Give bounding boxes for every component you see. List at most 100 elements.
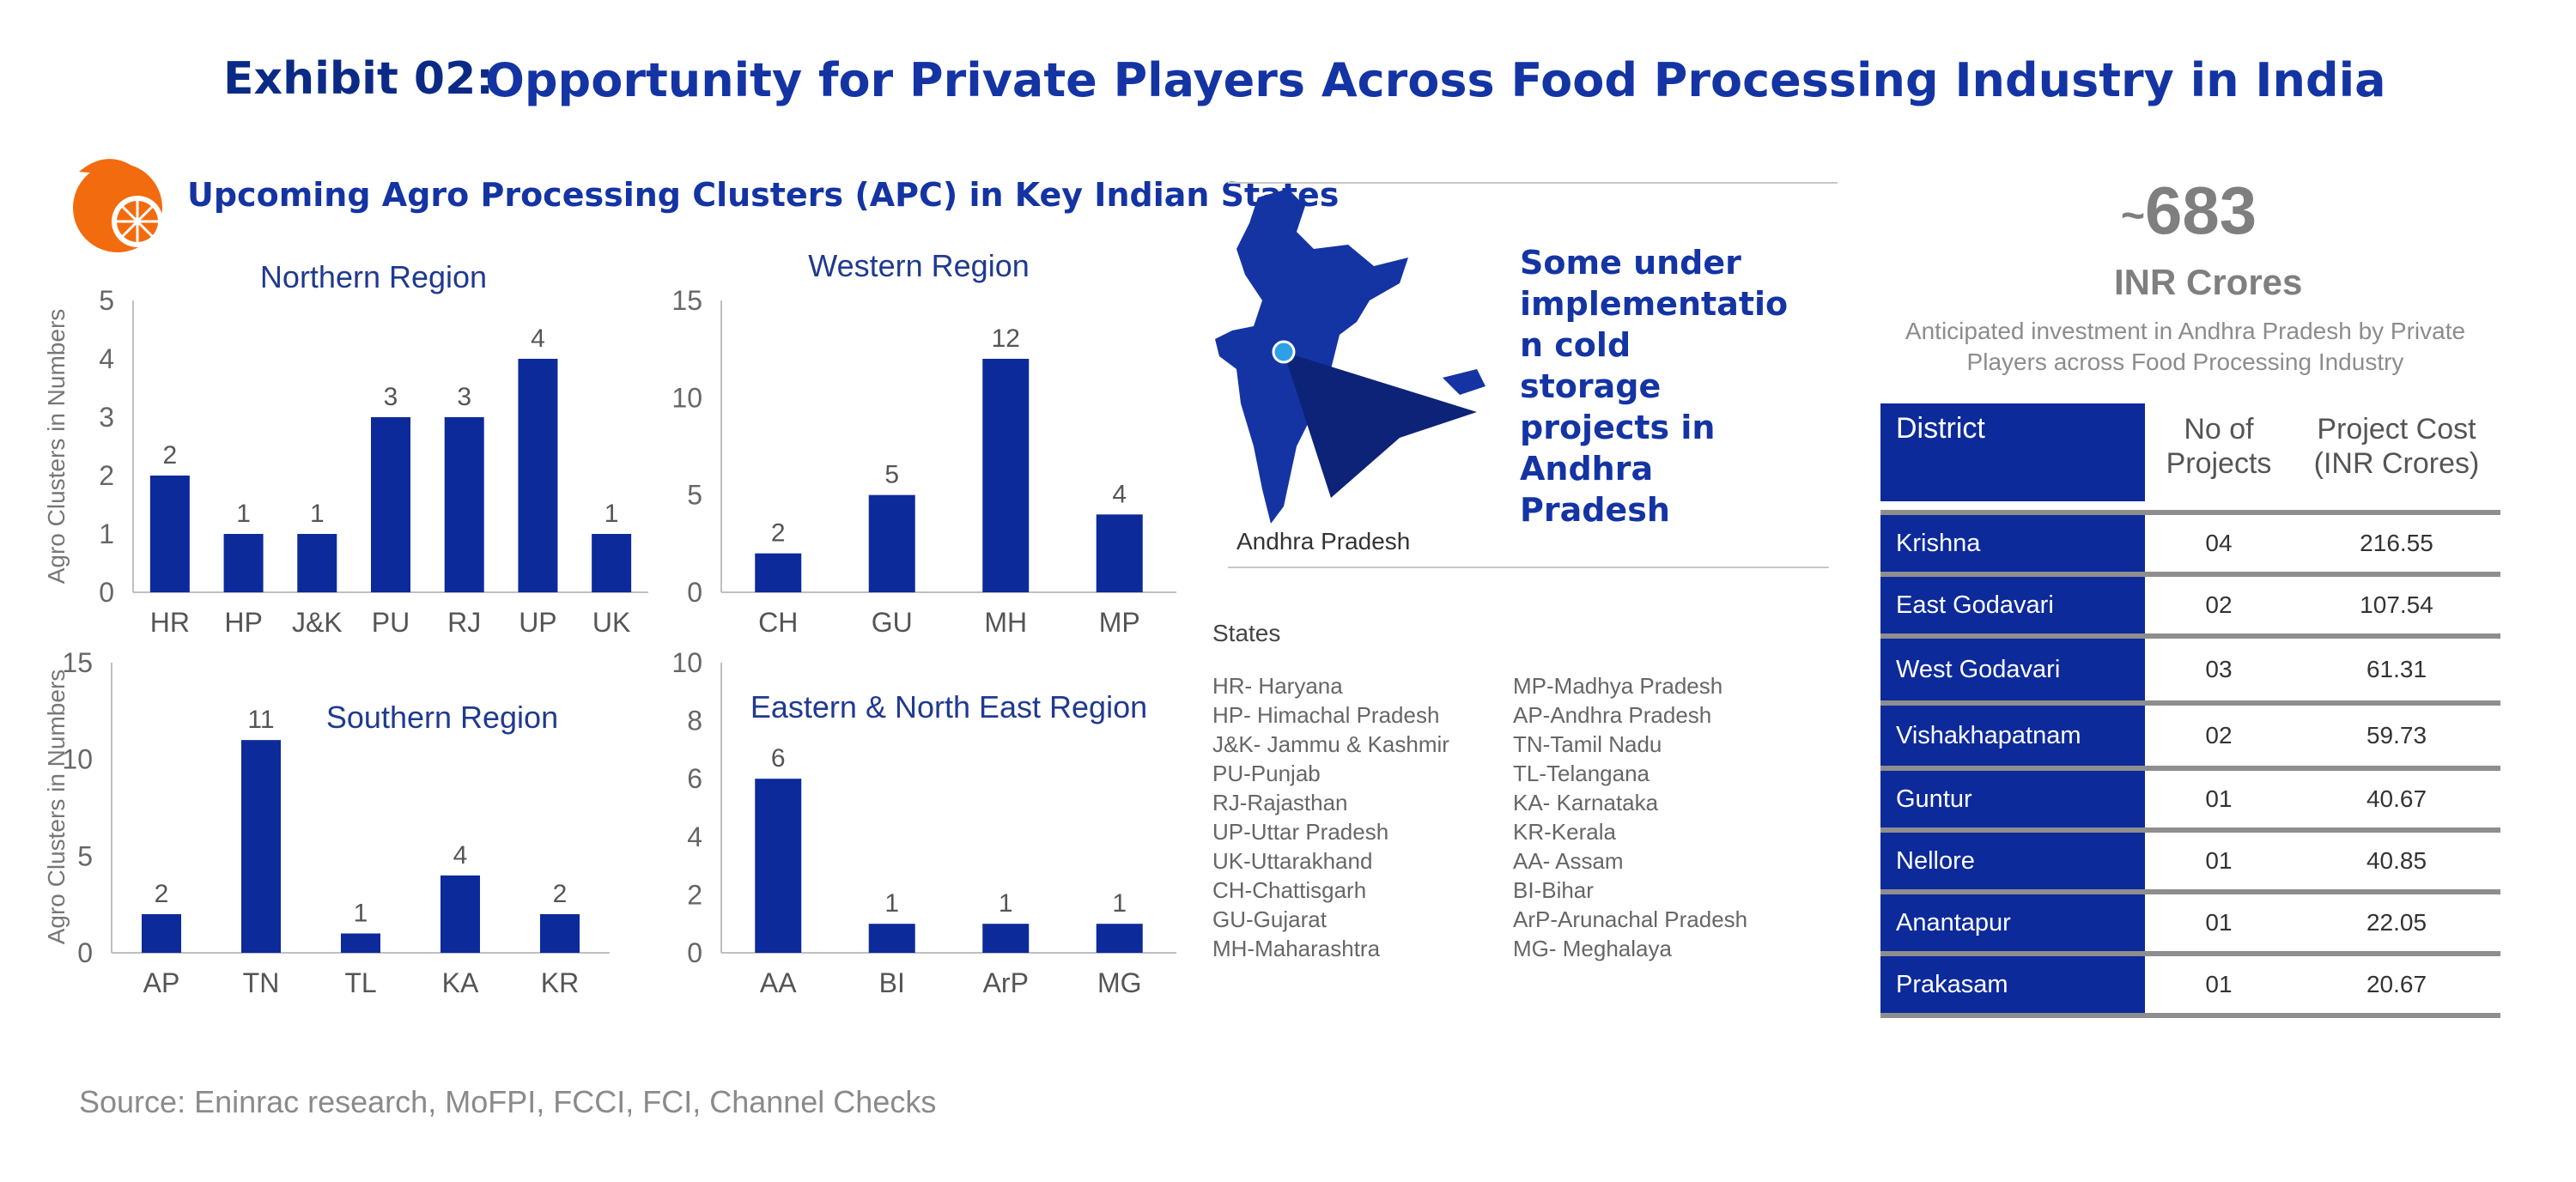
bar xyxy=(341,933,380,953)
x-tick-label: UK xyxy=(592,607,630,638)
x-tick-label: MH xyxy=(984,607,1027,638)
table-cell: 01 xyxy=(2205,847,2233,874)
state-abbreviation: J&K- Jammu & Kashmir xyxy=(1212,731,1449,757)
chart-title: Eastern & North East Region xyxy=(750,689,1147,724)
x-tick-label: ArP xyxy=(983,967,1029,998)
state-abbreviation: BI-Bihar xyxy=(1513,877,1594,903)
state-abbreviation: MG- Meghalaya xyxy=(1513,936,1672,961)
y-tick-label: 0 xyxy=(99,577,114,608)
x-tick-label: AA xyxy=(760,967,797,998)
table-cell: 22.05 xyxy=(2366,909,2427,936)
state-abbreviation: RJ-Rajasthan xyxy=(1212,790,1348,815)
x-tick-label: MG xyxy=(1097,967,1142,998)
table-row: Nellore 01 40.85 xyxy=(1880,833,2500,894)
bar xyxy=(371,417,410,592)
exhibit-label: Exhibit 02: xyxy=(223,53,495,105)
table-cell: West Godavari xyxy=(1880,639,2145,700)
x-tick-label: KA xyxy=(442,967,479,998)
y-tick-label: 5 xyxy=(687,480,702,511)
state-abbreviation: KR-Kerala xyxy=(1513,819,1616,845)
y-axis-label: Agro Clusters in Numbers xyxy=(43,309,70,585)
data-label: 2 xyxy=(155,880,169,908)
table-cell: 01 xyxy=(2205,971,2233,997)
data-label: 3 xyxy=(457,383,471,411)
table-header-cell: No of Projects xyxy=(2166,413,2272,480)
y-tick-label: 6 xyxy=(687,763,702,794)
table-row: Vishakhapatnam 02 59.73 xyxy=(1880,706,2500,771)
y-tick-label: 5 xyxy=(77,840,93,871)
orange-fruit-icon xyxy=(73,159,163,252)
data-label: 2 xyxy=(771,519,786,548)
table-cell: 107.54 xyxy=(2360,591,2433,618)
y-tick-label: 2 xyxy=(99,460,114,491)
investment-value: ~683 xyxy=(2121,173,2257,248)
state-abbreviation: AA- Assam xyxy=(1513,848,1624,874)
cold-storage-callout: Some under implementatio n cold storage … xyxy=(1520,244,1789,529)
bar xyxy=(142,913,181,953)
bar xyxy=(444,417,484,592)
table-cell: 40.85 xyxy=(2366,847,2427,874)
india-map-icon xyxy=(1215,189,1485,524)
data-label: 11 xyxy=(247,706,274,734)
bar xyxy=(540,913,580,953)
bar xyxy=(518,359,558,592)
data-label: 4 xyxy=(531,324,545,353)
x-tick-label: RJ xyxy=(447,607,481,638)
bar xyxy=(223,534,264,592)
x-tick-label: HP xyxy=(224,607,262,638)
table-row: Prakasam 01 20.67 xyxy=(1880,956,2500,1018)
state-abbreviation: MP-Madhya Pradesh xyxy=(1513,673,1723,699)
y-tick-label: 10 xyxy=(671,647,702,678)
district-table: District No of Projects Project Cost (INR … xyxy=(1880,403,2500,1018)
state-abbreviation: CH-Chattisgarh xyxy=(1212,877,1367,903)
x-tick-label: AP xyxy=(143,967,180,998)
y-tick-label: 10 xyxy=(671,382,702,413)
data-label: 3 xyxy=(384,383,398,411)
table-row: West Godavari 03 61.31 xyxy=(1880,639,2500,706)
investment-unit: INR Crores xyxy=(2114,262,2303,302)
x-tick-label: J&K xyxy=(292,607,343,638)
table-cell: 59.73 xyxy=(2366,722,2427,749)
bar xyxy=(868,924,915,953)
data-label: 1 xyxy=(1112,889,1127,918)
table-row: Guntur 01 40.67 xyxy=(1880,771,2500,833)
y-tick-label: 1 xyxy=(99,518,114,549)
table-header-row: District No of Projects Project Cost (INR … xyxy=(1880,403,2500,515)
state-abbreviation: KA- Karnataka xyxy=(1513,790,1659,815)
chart-title: Northern Region xyxy=(260,259,487,294)
table-cell: Krishna xyxy=(1880,515,2145,572)
table-row: Anantapur 01 22.05 xyxy=(1880,894,2500,956)
apc-section-title: Upcoming Agro Processing Clusters (APC) … xyxy=(187,176,1340,214)
x-tick-label: CH xyxy=(758,607,798,638)
bar xyxy=(868,494,915,592)
data-label: 1 xyxy=(884,889,899,918)
state-abbreviation: HR- Haryana xyxy=(1212,673,1343,699)
data-label: 2 xyxy=(163,441,178,470)
bar xyxy=(1096,924,1143,953)
x-tick-label: TN xyxy=(243,967,280,998)
table-cell: Anantapur xyxy=(1880,894,2145,951)
data-label: 4 xyxy=(453,841,468,870)
chart-title: Southern Region xyxy=(326,700,558,735)
y-tick-label: 0 xyxy=(687,577,702,608)
bar xyxy=(755,779,802,953)
table-cell: East Godavari xyxy=(1880,577,2145,633)
bar xyxy=(1096,514,1143,592)
data-label: 1 xyxy=(354,899,368,927)
divider-top xyxy=(1228,182,1838,184)
map-state-label: Andhra Pradesh xyxy=(1236,528,1411,555)
table-cell: 02 xyxy=(2205,591,2233,618)
x-tick-label: PU xyxy=(372,607,410,638)
chart-title: Western Region xyxy=(808,248,1029,283)
table-header-cell: District xyxy=(1880,403,2145,501)
x-tick-label: UP xyxy=(519,607,556,638)
bar xyxy=(755,553,802,592)
state-abbreviation: AP-Andhra Pradesh xyxy=(1513,702,1712,728)
data-label: 2 xyxy=(553,880,568,908)
y-tick-label: 0 xyxy=(687,937,702,968)
data-label: 1 xyxy=(999,889,1013,918)
source-note: Source: Eninrac research, MoFPI, FCCI, F… xyxy=(79,1084,937,1119)
bar xyxy=(297,534,337,592)
table-cell: 03 xyxy=(2205,656,2233,682)
